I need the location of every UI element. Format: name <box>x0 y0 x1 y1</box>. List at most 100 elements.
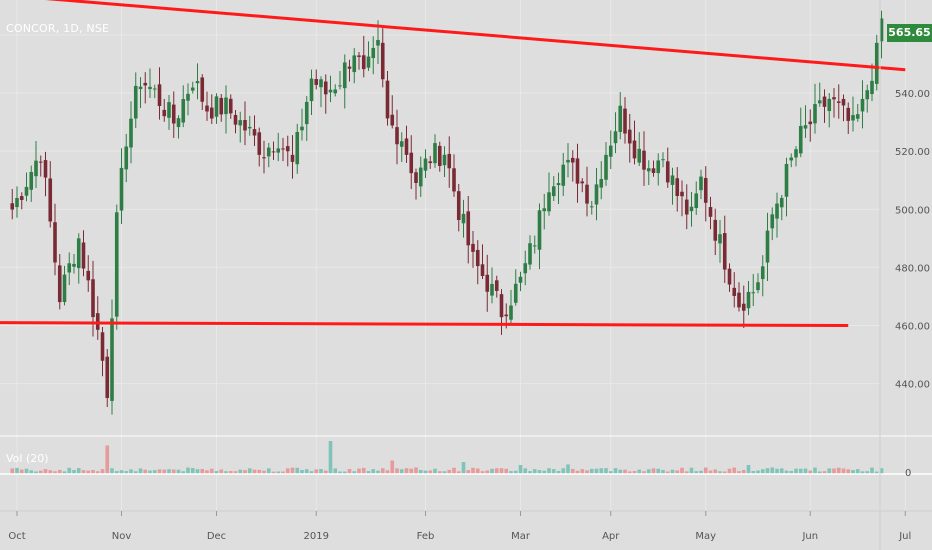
volume-bar <box>376 470 380 474</box>
volume-bar <box>832 468 836 474</box>
volume-bar <box>646 469 651 474</box>
volume-bar <box>642 471 646 474</box>
volume-bar <box>732 467 737 474</box>
volume-bar <box>371 469 376 474</box>
volume-bar <box>542 470 547 474</box>
volume-bar <box>76 468 81 474</box>
volume-bar <box>827 468 832 474</box>
volume-bar <box>447 469 452 474</box>
candle-body <box>48 178 53 222</box>
candle-body <box>10 203 15 210</box>
candle-body <box>276 148 281 153</box>
volume-bar <box>836 467 841 474</box>
volume-bar <box>504 468 509 474</box>
candle-body <box>366 56 371 68</box>
candle-body <box>243 119 247 131</box>
y-tick-label: 440.00 <box>895 380 930 391</box>
candle-body <box>38 161 43 163</box>
volume-bar <box>566 464 570 474</box>
x-tick-label: Mar <box>511 531 531 542</box>
candle-body <box>490 283 494 296</box>
candle-body <box>509 305 513 320</box>
volume-bar <box>295 467 300 474</box>
x-tick-label: Oct <box>8 531 25 542</box>
candle-body <box>224 97 228 115</box>
volume-bar <box>328 441 333 474</box>
volume-bar <box>670 469 675 474</box>
candle-body <box>266 147 271 157</box>
candle-body <box>870 80 874 95</box>
volume-bar <box>114 471 119 474</box>
candle-body <box>599 179 604 188</box>
candle-body <box>228 98 233 114</box>
volume-bar <box>333 468 338 474</box>
candle-body <box>623 108 627 134</box>
candle-body <box>352 55 357 73</box>
candle-body <box>442 154 447 166</box>
candle-body <box>414 172 418 183</box>
volume-bar <box>699 470 703 474</box>
volume-bar <box>95 471 100 474</box>
volume-bar <box>632 471 637 474</box>
candle-body <box>703 178 708 203</box>
volume-bar <box>171 469 176 474</box>
candle-body <box>737 292 741 308</box>
volume-bar <box>727 468 732 474</box>
candle-body <box>67 263 72 273</box>
candle-body <box>466 211 471 246</box>
candle-body <box>879 18 884 42</box>
volume-bar <box>471 467 475 474</box>
candle-body <box>72 263 76 267</box>
candle-body <box>680 191 684 197</box>
volume-bar <box>423 470 428 474</box>
volume-bar <box>485 470 490 474</box>
volume-bar <box>817 471 822 474</box>
candle-body <box>81 242 86 269</box>
candle-body <box>295 131 300 165</box>
volume-bar <box>722 471 727 474</box>
candle-body <box>694 193 699 209</box>
volume-bar <box>575 470 580 474</box>
volume-bar <box>490 468 494 474</box>
candle-body <box>556 183 561 186</box>
volume-bar <box>72 469 76 474</box>
candle-body <box>357 55 361 57</box>
candle-body <box>181 99 186 123</box>
volume-bar <box>433 468 437 474</box>
volume-bar <box>57 469 62 474</box>
candle-body <box>76 238 81 269</box>
volume-bar <box>418 470 423 474</box>
candle-body <box>437 145 442 166</box>
volume-bar <box>124 471 129 474</box>
volume-bar <box>338 471 342 474</box>
volume-bar <box>361 467 366 474</box>
candle-body <box>651 168 656 174</box>
candle-body <box>190 87 195 91</box>
candle-body <box>62 274 67 303</box>
candle-body <box>798 125 803 154</box>
candle-body <box>760 266 765 280</box>
volume-bar <box>741 469 746 474</box>
candle-body <box>575 158 580 184</box>
candle-body <box>570 157 575 163</box>
candle-body <box>171 104 176 124</box>
candle-body <box>304 101 309 125</box>
candle-body <box>148 86 152 90</box>
volume-bar <box>713 469 718 474</box>
volume-bar <box>623 469 627 474</box>
candle-body <box>775 203 779 219</box>
candle-body <box>314 79 319 85</box>
candle-body <box>252 129 257 136</box>
candle-body <box>604 154 608 180</box>
candle-body <box>722 233 727 270</box>
volume-bar <box>309 471 314 474</box>
candle-body <box>53 222 57 263</box>
candle-body <box>494 280 499 291</box>
volume-bar <box>276 471 281 474</box>
candle-body <box>300 126 304 131</box>
candle-body <box>699 176 703 191</box>
volume-bar <box>599 468 604 474</box>
volume-bar <box>81 470 86 474</box>
x-tick-label: Dec <box>207 531 226 542</box>
